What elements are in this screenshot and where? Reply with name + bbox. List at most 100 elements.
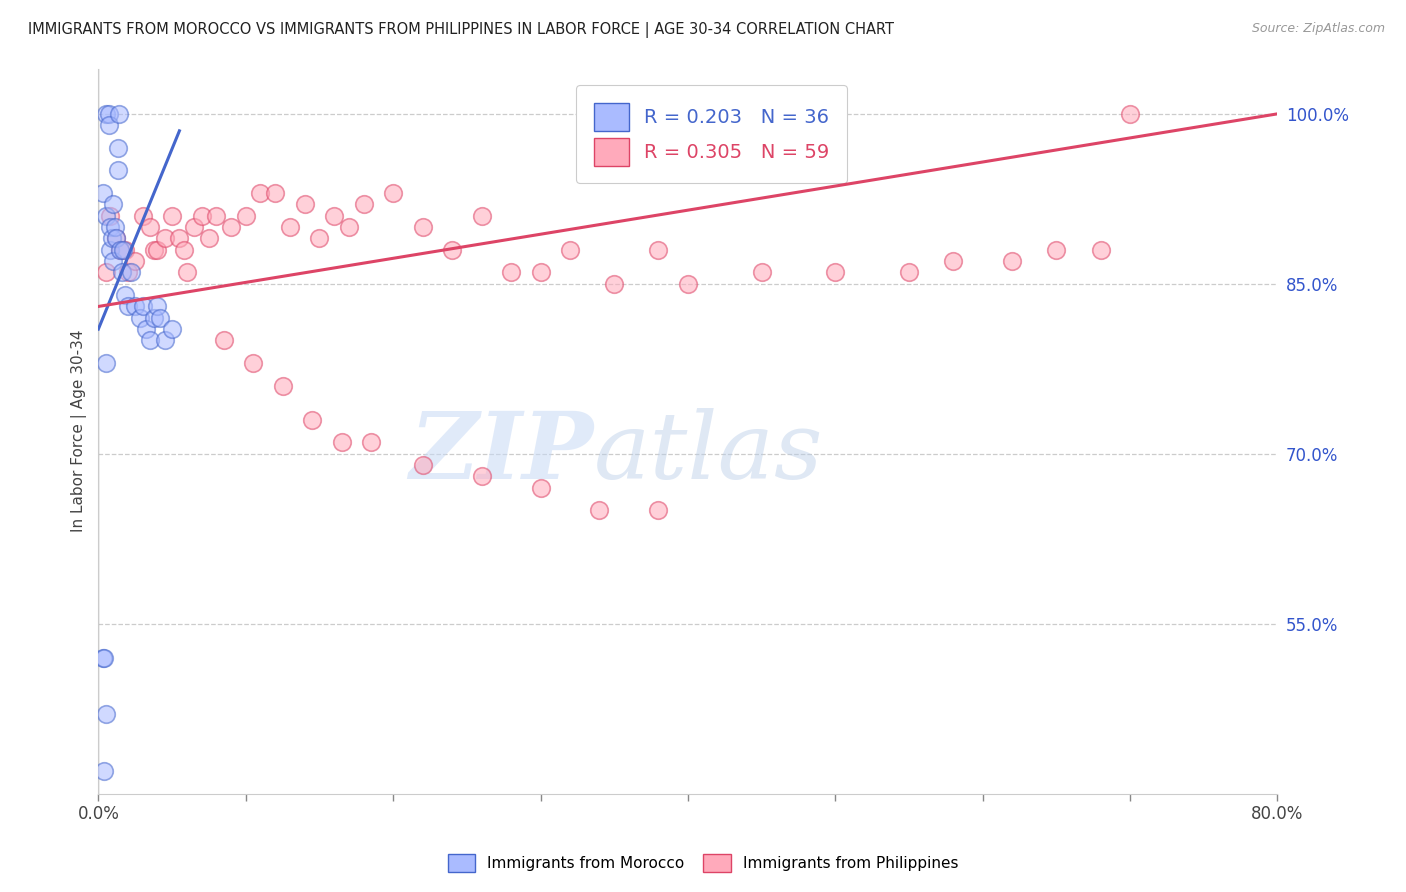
Point: [94, 209, 117, 223]
Point: [751, 265, 773, 279]
Point: [117, 300, 139, 314]
Point: [308, 231, 330, 245]
Point: [134, 322, 156, 336]
Point: [183, 220, 205, 235]
Point: [146, 300, 169, 314]
Point: [101, 254, 124, 268]
Point: [153, 231, 176, 245]
Point: [441, 243, 464, 257]
Point: [124, 254, 146, 268]
Point: [97, 118, 120, 132]
Point: [212, 334, 235, 348]
Text: ZIP: ZIP: [409, 408, 593, 498]
Point: [824, 265, 846, 279]
Point: [647, 503, 669, 517]
Point: [558, 243, 581, 257]
Point: [94, 107, 117, 121]
Point: [101, 197, 124, 211]
Point: [205, 209, 228, 223]
Point: [330, 435, 353, 450]
Point: [124, 300, 146, 314]
Point: [382, 186, 405, 201]
Point: [942, 254, 965, 268]
Point: [108, 107, 131, 121]
Point: [264, 186, 287, 201]
Point: [1090, 243, 1112, 257]
Point: [278, 220, 301, 235]
Point: [105, 231, 128, 245]
Point: [110, 243, 132, 257]
Point: [98, 243, 121, 257]
Point: [160, 322, 183, 336]
Point: [107, 163, 129, 178]
Point: [249, 186, 271, 201]
Point: [337, 220, 360, 235]
Point: [676, 277, 699, 291]
Point: [107, 141, 129, 155]
Point: [412, 220, 434, 235]
Point: [471, 209, 494, 223]
Point: [219, 220, 242, 235]
Point: [190, 209, 212, 223]
Point: [94, 707, 117, 722]
Text: Source: ZipAtlas.com: Source: ZipAtlas.com: [1251, 22, 1385, 36]
Point: [1045, 243, 1067, 257]
Point: [323, 209, 346, 223]
Point: [149, 310, 172, 325]
Point: [91, 650, 114, 665]
Point: [131, 209, 153, 223]
Point: [301, 413, 323, 427]
Text: IMMIGRANTS FROM MOROCCO VS IMMIGRANTS FROM PHILIPPINES IN LABOR FORCE | AGE 30-3: IMMIGRANTS FROM MOROCCO VS IMMIGRANTS FR…: [28, 22, 894, 38]
Point: [271, 378, 294, 392]
Point: [173, 243, 195, 257]
Legend: Immigrants from Morocco, Immigrants from Philippines: Immigrants from Morocco, Immigrants from…: [440, 846, 966, 880]
Point: [1001, 254, 1024, 268]
Point: [93, 764, 115, 778]
Point: [105, 231, 128, 245]
Point: [111, 265, 134, 279]
Point: [529, 481, 551, 495]
Point: [143, 243, 166, 257]
Point: [898, 265, 921, 279]
Point: [131, 300, 153, 314]
Point: [110, 243, 132, 257]
Point: [353, 197, 375, 211]
Point: [139, 334, 162, 348]
Point: [120, 265, 142, 279]
Point: [360, 435, 382, 450]
Point: [153, 334, 176, 348]
Point: [412, 458, 434, 472]
Point: [139, 220, 162, 235]
Point: [91, 186, 114, 201]
Point: [98, 220, 121, 235]
Point: [94, 356, 117, 370]
Text: atlas: atlas: [593, 408, 823, 498]
Point: [647, 243, 669, 257]
Point: [93, 650, 115, 665]
Point: [128, 310, 150, 325]
Point: [499, 265, 522, 279]
Point: [117, 265, 139, 279]
Point: [103, 220, 125, 235]
Point: [114, 288, 136, 302]
Point: [603, 277, 626, 291]
Point: [114, 243, 136, 257]
Point: [176, 265, 198, 279]
Point: [94, 265, 117, 279]
Point: [97, 107, 120, 121]
Point: [112, 243, 135, 257]
Legend: R = 0.203   N = 36, R = 0.305   N = 59: R = 0.203 N = 36, R = 0.305 N = 59: [576, 86, 846, 183]
Point: [169, 231, 191, 245]
Point: [294, 197, 316, 211]
Y-axis label: In Labor Force | Age 30-34: In Labor Force | Age 30-34: [72, 330, 87, 533]
Point: [100, 231, 122, 245]
Point: [198, 231, 221, 245]
Point: [235, 209, 257, 223]
Point: [529, 265, 551, 279]
Point: [1119, 107, 1142, 121]
Point: [98, 209, 121, 223]
Point: [471, 469, 494, 483]
Point: [143, 310, 166, 325]
Point: [146, 243, 169, 257]
Point: [588, 503, 610, 517]
